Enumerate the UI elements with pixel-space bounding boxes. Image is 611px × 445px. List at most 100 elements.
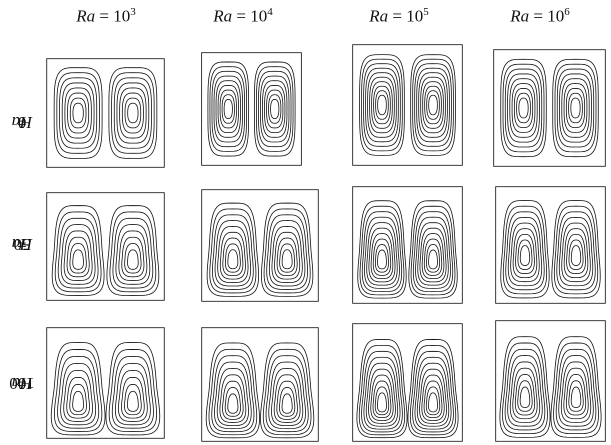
streamline-contour xyxy=(566,88,584,127)
streamline-contour xyxy=(220,90,236,128)
streamline-contour xyxy=(375,387,388,415)
streamline-contour xyxy=(267,215,308,290)
streamline-contour xyxy=(510,362,539,423)
streamline-contour xyxy=(511,223,540,282)
column-label-ra-1e5: Ra = 105 xyxy=(369,6,429,26)
streamline-contour xyxy=(110,212,156,292)
streamline-contour xyxy=(54,349,101,431)
streamline-panel-ha100-ra1e6 xyxy=(495,320,606,442)
streamline-contour xyxy=(560,74,592,142)
streamline-contour xyxy=(217,368,248,425)
streamline-contour xyxy=(128,103,138,123)
streamline-contour xyxy=(121,377,144,418)
streamline-contour xyxy=(512,84,535,133)
streamline-panel-ha50-ra1e6 xyxy=(495,186,606,304)
streamline-contour xyxy=(222,95,234,124)
streamline-contour xyxy=(274,375,300,423)
streamline-contour xyxy=(569,381,583,412)
streamline-contour xyxy=(374,86,391,124)
streamline-plot xyxy=(493,49,606,167)
streamline-contour xyxy=(220,232,245,279)
streamline-contour xyxy=(263,349,311,434)
panel-frame xyxy=(496,321,606,442)
streamline-contour xyxy=(409,201,457,298)
streamline-contour xyxy=(557,69,593,147)
streamline-panel-ha50-ra1e4 xyxy=(201,189,319,302)
streamline-contour xyxy=(60,78,97,148)
streamline-contour xyxy=(67,377,90,418)
streamline-contour xyxy=(57,73,100,154)
streamline-contour xyxy=(207,203,258,296)
streamline-contour xyxy=(220,375,246,423)
streamline-contour xyxy=(269,95,281,124)
streamline-contour xyxy=(505,349,545,430)
column-label-ra-1e3: Ra = 103 xyxy=(76,6,136,26)
streamline-contour xyxy=(210,209,256,293)
streamline-contour xyxy=(508,217,541,285)
panel-frame xyxy=(202,53,302,166)
streamline-contour xyxy=(411,206,455,295)
streamline-contour xyxy=(415,357,451,429)
streamline-contour xyxy=(70,98,86,128)
streamline-contour xyxy=(214,76,243,142)
streamline-contour xyxy=(358,201,406,298)
streamline-contour xyxy=(64,231,92,281)
streamline-contour xyxy=(266,356,308,432)
streamline-contour xyxy=(112,356,153,428)
streamline-contour xyxy=(212,356,254,432)
streamline-contour xyxy=(362,212,401,292)
streamline-contour xyxy=(225,244,240,272)
streamline-contour xyxy=(551,337,601,438)
streamline-contour xyxy=(223,381,244,419)
streamline-plot xyxy=(46,58,165,168)
streamline-contour xyxy=(518,240,532,270)
streamline-contour xyxy=(260,76,289,142)
streamline-contour xyxy=(262,81,287,138)
column-label-ra-1e6: Ra = 106 xyxy=(510,6,570,26)
streamline-contour xyxy=(510,79,537,138)
streamline-panel-ha0-ra1e6 xyxy=(493,49,606,167)
streamline-panel-ha50-ra1e5 xyxy=(352,186,463,304)
streamline-panel-ha0-ra1e4 xyxy=(201,52,302,166)
streamline-contour xyxy=(357,339,407,437)
streamline-contour xyxy=(279,388,294,417)
streamline-contour xyxy=(559,217,592,285)
streamline-contour xyxy=(378,95,387,115)
streamline-contour xyxy=(116,225,150,285)
streamline-contour xyxy=(68,93,89,133)
streamline-plot xyxy=(352,44,463,166)
streamline-contour xyxy=(109,349,156,431)
panel-frame xyxy=(496,187,606,304)
streamline-contour xyxy=(505,69,541,147)
streamline-contour xyxy=(128,250,139,269)
streamline-contour xyxy=(282,250,292,269)
streamline-contour xyxy=(106,342,160,434)
streamline-contour xyxy=(65,88,91,138)
streamline-plot xyxy=(46,327,165,439)
panel-frame xyxy=(353,187,463,304)
streamline-contour xyxy=(562,223,591,282)
streamline-contour xyxy=(269,221,305,286)
streamline-contour xyxy=(501,201,549,298)
streamline-contour xyxy=(218,226,248,282)
streamline-plot xyxy=(201,189,319,302)
streamline-contour xyxy=(410,345,455,434)
streamline-contour xyxy=(109,68,157,159)
panel-frame xyxy=(47,59,165,168)
streamline-contour xyxy=(555,64,596,152)
streamline-contour xyxy=(362,59,403,151)
streamline-contour xyxy=(376,91,389,120)
streamline-contour xyxy=(114,78,151,148)
streamline-contour xyxy=(264,85,284,132)
streamline-contour xyxy=(113,218,153,288)
streamline-contour xyxy=(364,64,401,147)
streamline-contour xyxy=(411,55,456,156)
streamline-contour xyxy=(567,234,586,273)
streamline-contour xyxy=(125,98,141,128)
streamline-contour xyxy=(422,234,444,279)
streamline-contour xyxy=(373,239,390,275)
streamline-contour xyxy=(503,206,546,294)
streamline-plot xyxy=(352,186,463,304)
streamline-panel-ha50-ra1e3 xyxy=(46,192,165,301)
